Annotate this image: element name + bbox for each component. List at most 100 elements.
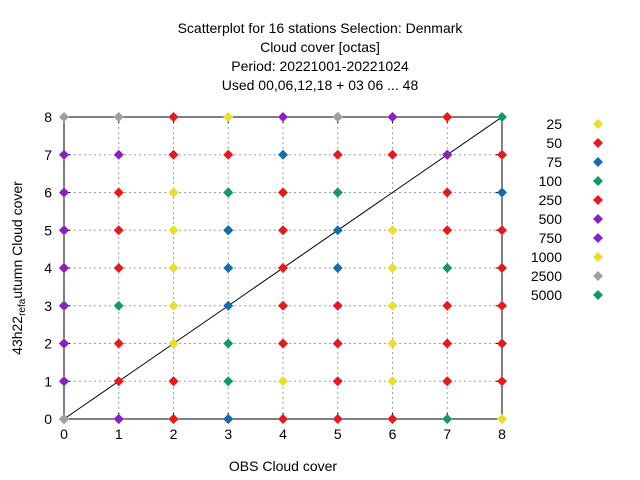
point-50 [442, 376, 453, 387]
title-line-1: Scatterplot for 16 stations Selection: D… [178, 20, 464, 36]
y-tick-label: 5 [44, 222, 52, 238]
point-50 [442, 187, 453, 198]
point-50 [442, 225, 453, 236]
point-25 [387, 300, 398, 311]
x-tick-label: 2 [170, 426, 178, 442]
point-25 [168, 225, 179, 236]
y-tick-label: 1 [44, 373, 52, 389]
x-tick-label: 4 [279, 426, 287, 442]
legend-marker [593, 214, 603, 224]
point-50 [387, 149, 398, 160]
point-75 [223, 225, 234, 236]
x-tick-label: 1 [115, 426, 123, 442]
point-100 [223, 338, 234, 349]
legend-label: 100 [539, 173, 563, 189]
x-tick-label: 8 [498, 426, 506, 442]
legend-marker [593, 290, 603, 300]
point-50 [332, 414, 343, 424]
legend-label: 75 [546, 154, 562, 170]
x-tick-label: 3 [224, 426, 232, 442]
point-75 [223, 414, 234, 424]
point-500 [59, 300, 69, 311]
title-line-3: Period: 20221001-20221024 [231, 58, 409, 74]
point-25 [223, 112, 234, 122]
point-2500 [332, 112, 343, 122]
point-50 [497, 263, 507, 273]
point-500 [59, 263, 69, 273]
point-25 [387, 225, 398, 236]
point-2500 [59, 414, 69, 424]
legend-marker [593, 271, 603, 281]
point-25 [387, 376, 398, 387]
x-tick-label: 0 [60, 426, 68, 442]
point-500 [387, 112, 398, 122]
point-50 [278, 225, 288, 236]
y-axis-label-prefix: 43h22 [9, 316, 25, 355]
y-tick-label: 6 [44, 185, 52, 201]
point-50 [278, 187, 288, 198]
legend-label: 500 [539, 211, 563, 227]
point-75 [497, 187, 507, 198]
point-75 [278, 149, 288, 160]
y-tick-label: 0 [44, 411, 52, 427]
point-50 [497, 225, 507, 236]
legend-label: 250 [539, 192, 563, 208]
point-25 [278, 376, 288, 387]
point-50 [332, 300, 343, 311]
legend-marker [593, 252, 603, 262]
point-50 [497, 300, 507, 311]
point-50 [113, 263, 124, 273]
point-25 [497, 414, 507, 424]
legend-label: 2500 [531, 268, 562, 284]
legend-label: 25 [546, 116, 562, 132]
y-tick-label: 3 [44, 298, 52, 314]
point-50 [168, 112, 179, 122]
point-2500 [59, 112, 69, 122]
point-50 [442, 300, 453, 311]
y-axis-label-a: a [17, 298, 28, 304]
point-50 [168, 414, 179, 424]
y-tick-label: 2 [44, 336, 52, 352]
y-axis-label: 43h22refautumn Cloud cover [9, 181, 28, 355]
point-50 [332, 338, 343, 349]
point-500 [278, 112, 288, 122]
point-50 [168, 376, 179, 387]
point-25 [168, 263, 179, 273]
point-500 [59, 149, 69, 160]
point-500 [59, 187, 69, 198]
point-100 [442, 414, 453, 424]
point-100 [332, 187, 343, 198]
point-50 [332, 149, 343, 160]
point-2500 [113, 112, 124, 122]
point-50 [442, 338, 453, 349]
x-tick-label: 6 [389, 426, 397, 442]
point-50 [278, 338, 288, 349]
y-tick-label: 4 [44, 260, 52, 276]
legend-marker [593, 176, 603, 186]
x-tick-label: 5 [334, 426, 342, 442]
legend-marker [593, 119, 603, 129]
x-axis-label: OBS Cloud cover [229, 458, 337, 474]
point-500 [59, 376, 69, 387]
point-75 [223, 263, 234, 273]
point-50 [113, 338, 124, 349]
point-100 [113, 300, 124, 311]
legend-label: 50 [546, 135, 562, 151]
point-25 [168, 300, 179, 311]
point-25 [168, 187, 179, 198]
point-100 [442, 263, 453, 273]
x-tick-label: 7 [443, 426, 451, 442]
point-500 [113, 414, 124, 424]
y-axis-label-suffix: utumn Cloud cover [9, 181, 25, 299]
point-25 [168, 338, 179, 349]
point-100 [223, 376, 234, 387]
point-75 [223, 300, 234, 311]
y-tick-label: 7 [44, 147, 52, 163]
legend-label: 750 [539, 230, 563, 246]
point-50 [113, 376, 124, 387]
point-50 [278, 300, 288, 311]
point-50 [223, 149, 234, 160]
data-points [59, 112, 507, 424]
point-50 [332, 376, 343, 387]
